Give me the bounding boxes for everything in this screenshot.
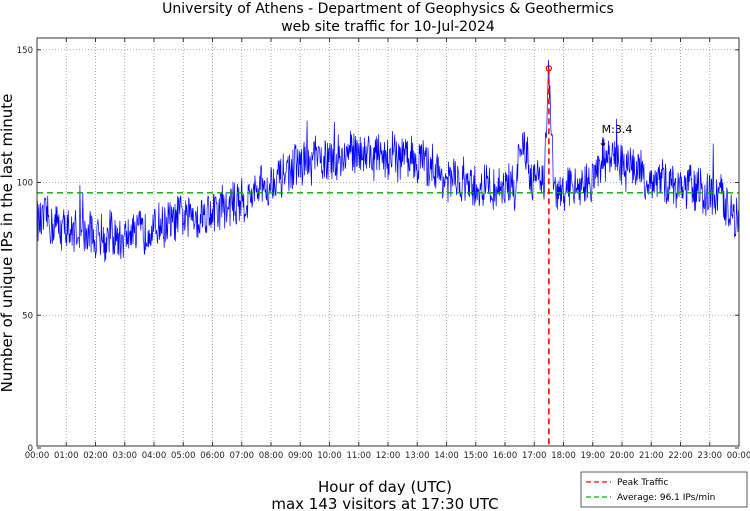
y-tick-label: 0 — [28, 444, 33, 454]
peak-marker — [545, 65, 553, 72]
x-tick-label: 03:00 — [113, 451, 138, 461]
y-tick-label: 100 — [17, 179, 33, 189]
legend-box — [580, 471, 748, 508]
legend-average-label: Average: 96.1 IPs/min — [617, 493, 715, 503]
y-axis-label: Number of unique IPs in the last minute — [0, 94, 16, 393]
magnitude-annotation: M:3.4 — [602, 123, 633, 136]
x-tick-label: 00:00 — [727, 451, 750, 461]
x-tick-label: 07:00 — [230, 451, 255, 461]
x-tick-label: 22:00 — [668, 451, 693, 461]
x-tick-label: 11:00 — [347, 451, 372, 461]
x-tick-label: 21:00 — [639, 451, 664, 461]
traffic-series-line — [36, 59, 739, 263]
chart-title: University of Athens - Department of Geo… — [162, 1, 614, 17]
x-tick-label: 09:00 — [288, 451, 313, 461]
x-tick-label: 13:00 — [405, 451, 430, 461]
x-tick-label: 17:00 — [522, 451, 547, 461]
max-visitors-label: max 143 visitors at 17:30 UTC — [271, 495, 498, 511]
series-layer — [36, 59, 739, 446]
axis-ticks: 00:00 01:00 02:00 03:00 04:00 05:00 06:00 07:00… — [17, 38, 750, 461]
x-tick-label: 05:00 — [171, 451, 196, 461]
x-tick-label: 06:00 — [200, 451, 225, 461]
chart-subtitle: web site traffic for 10-Jul-2024 — [281, 19, 495, 35]
x-tick-label: 12:00 — [376, 451, 401, 461]
x-tick-label: 00:00 — [25, 451, 50, 461]
x-tick-label: 23:00 — [698, 451, 723, 461]
x-tick-label: 20:00 — [610, 451, 635, 461]
x-tick-label: 18:00 — [551, 451, 576, 461]
grid-lines — [37, 38, 739, 446]
x-tick-label: 10:00 — [317, 451, 342, 461]
x-axis-label: Hour of day (UTC) — [318, 478, 452, 496]
x-tick-label: 14:00 — [434, 451, 459, 461]
x-tick-label: 04:00 — [142, 451, 167, 461]
x-tick-label: 08:00 — [259, 451, 284, 461]
legend-peak-label: Peak Traffic — [617, 478, 668, 488]
x-tick-label: 15:00 — [464, 451, 489, 461]
y-tick-label: 150 — [17, 46, 33, 56]
x-tick-label: 02:00 — [83, 451, 108, 461]
legend: Peak Traffic Average: 96.1 IPs/min — [580, 471, 748, 508]
x-tick-label: 01:00 — [54, 451, 79, 461]
x-tick-label: 19:00 — [581, 451, 606, 461]
y-tick-label: 50 — [22, 311, 33, 321]
plot-frame — [36, 37, 740, 447]
annotation-arrow-icon: ↓ — [598, 135, 608, 149]
x-tick-label: 16:00 — [493, 451, 518, 461]
